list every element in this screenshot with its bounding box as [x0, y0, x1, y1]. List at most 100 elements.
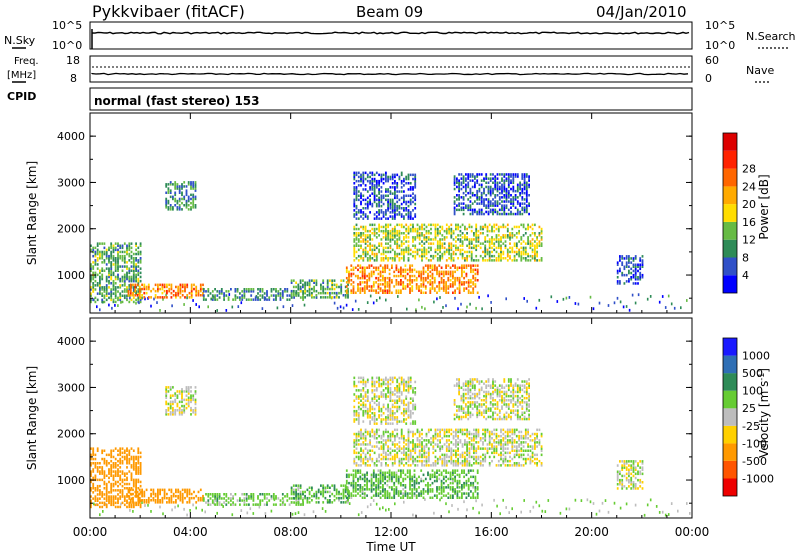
power-cell: [135, 279, 137, 283]
power-cell: [504, 240, 507, 243]
power-cell: [394, 188, 396, 191]
power-cell: [442, 306, 444, 309]
power-cell: [161, 291, 164, 295]
power-cell: [313, 287, 315, 291]
power-cell: [391, 266, 393, 269]
power-cell: [474, 177, 476, 180]
vel-cell: [370, 490, 373, 493]
power-cell: [353, 188, 356, 191]
power-cell: [500, 240, 502, 243]
power-cell: [378, 184, 380, 187]
power-cell: [190, 201, 192, 205]
power-cell: [476, 270, 479, 274]
power-cell: [641, 273, 644, 277]
power-cell: [108, 303, 110, 307]
vel-cell: [529, 510, 532, 513]
power-cell: [441, 246, 444, 250]
power-cell: [366, 252, 369, 256]
vel-cell: [130, 476, 133, 480]
power-cell: [353, 175, 356, 179]
power-cell: [476, 198, 479, 201]
power-cell: [378, 182, 380, 185]
vel-cell: [331, 492, 334, 496]
power-cell: [445, 248, 448, 252]
power-cell: [468, 240, 471, 243]
power-cell: [366, 207, 369, 210]
vel-cell: [188, 492, 191, 496]
power-cell: [628, 255, 630, 258]
power-cell: [510, 175, 512, 178]
vel-cell: [427, 481, 429, 485]
vel-cell: [166, 492, 168, 496]
power-cell: [502, 223, 505, 227]
power-cell: [396, 209, 399, 212]
power-cell: [350, 264, 353, 267]
power-cell: [108, 296, 110, 300]
vel-cell: [202, 494, 204, 498]
power-cell: [139, 267, 142, 270]
power-cell: [527, 236, 529, 239]
vel-cell: [409, 486, 411, 489]
vel-cell: [440, 481, 443, 485]
power-cell: [491, 250, 493, 254]
power-cell: [452, 257, 455, 260]
power-cell: [377, 285, 380, 288]
vel-cell: [411, 490, 414, 493]
power-cell: [407, 257, 410, 260]
vel-cell: [165, 411, 168, 414]
power-cell: [360, 192, 362, 195]
power-cell: [366, 229, 369, 233]
power-cell: [254, 296, 257, 299]
power-cell: [420, 291, 423, 294]
power-cell: [534, 250, 536, 254]
power-cell: [415, 270, 418, 274]
vel-cell: [395, 479, 398, 483]
power-cell: [441, 227, 444, 231]
power-cell: [361, 276, 364, 280]
power-cell: [488, 223, 491, 227]
vel-cell: [368, 488, 371, 491]
power-cell: [178, 206, 181, 209]
vel-cell: [92, 476, 95, 480]
power-cell: [354, 274, 357, 278]
vel-cell: [268, 499, 271, 502]
vel-cell: [393, 471, 396, 474]
vel-cell: [379, 481, 382, 485]
power-cell: [443, 252, 446, 256]
vel-cell: [96, 489, 99, 492]
power-cell: [492, 177, 494, 180]
power-cell: [114, 248, 117, 252]
power-cell: [447, 291, 450, 294]
power-cell: [461, 232, 464, 235]
power-cell: [483, 204, 485, 207]
power-cell: [493, 223, 496, 227]
power-cell: [304, 281, 306, 284]
power-cell: [369, 254, 371, 258]
vel-cell: [112, 495, 115, 498]
vel-cell: [405, 451, 408, 455]
power-cell: [302, 294, 304, 297]
vel-cell: [297, 494, 300, 498]
power-cell: [454, 276, 456, 280]
power-cell: [387, 234, 389, 237]
vel-cell: [370, 481, 373, 485]
vel-cell: [397, 475, 400, 479]
vel-cell: [313, 494, 315, 498]
power-cell: [470, 268, 472, 272]
power-cell: [126, 250, 128, 254]
vel-cell: [433, 511, 435, 515]
power-cell: [123, 242, 126, 245]
power-cell: [505, 198, 508, 201]
power-cell: [425, 232, 428, 235]
power-cell: [431, 285, 434, 288]
power-cell: [400, 248, 403, 252]
power-cell: [404, 287, 407, 290]
vel-cell: [169, 406, 172, 410]
vel-cell: [344, 501, 347, 504]
power-cell: [528, 177, 530, 180]
vel-cell: [422, 479, 425, 483]
power-cell: [345, 270, 348, 274]
vel-cell: [412, 455, 414, 459]
power-cell: [518, 250, 520, 254]
power-cell: [380, 173, 383, 177]
